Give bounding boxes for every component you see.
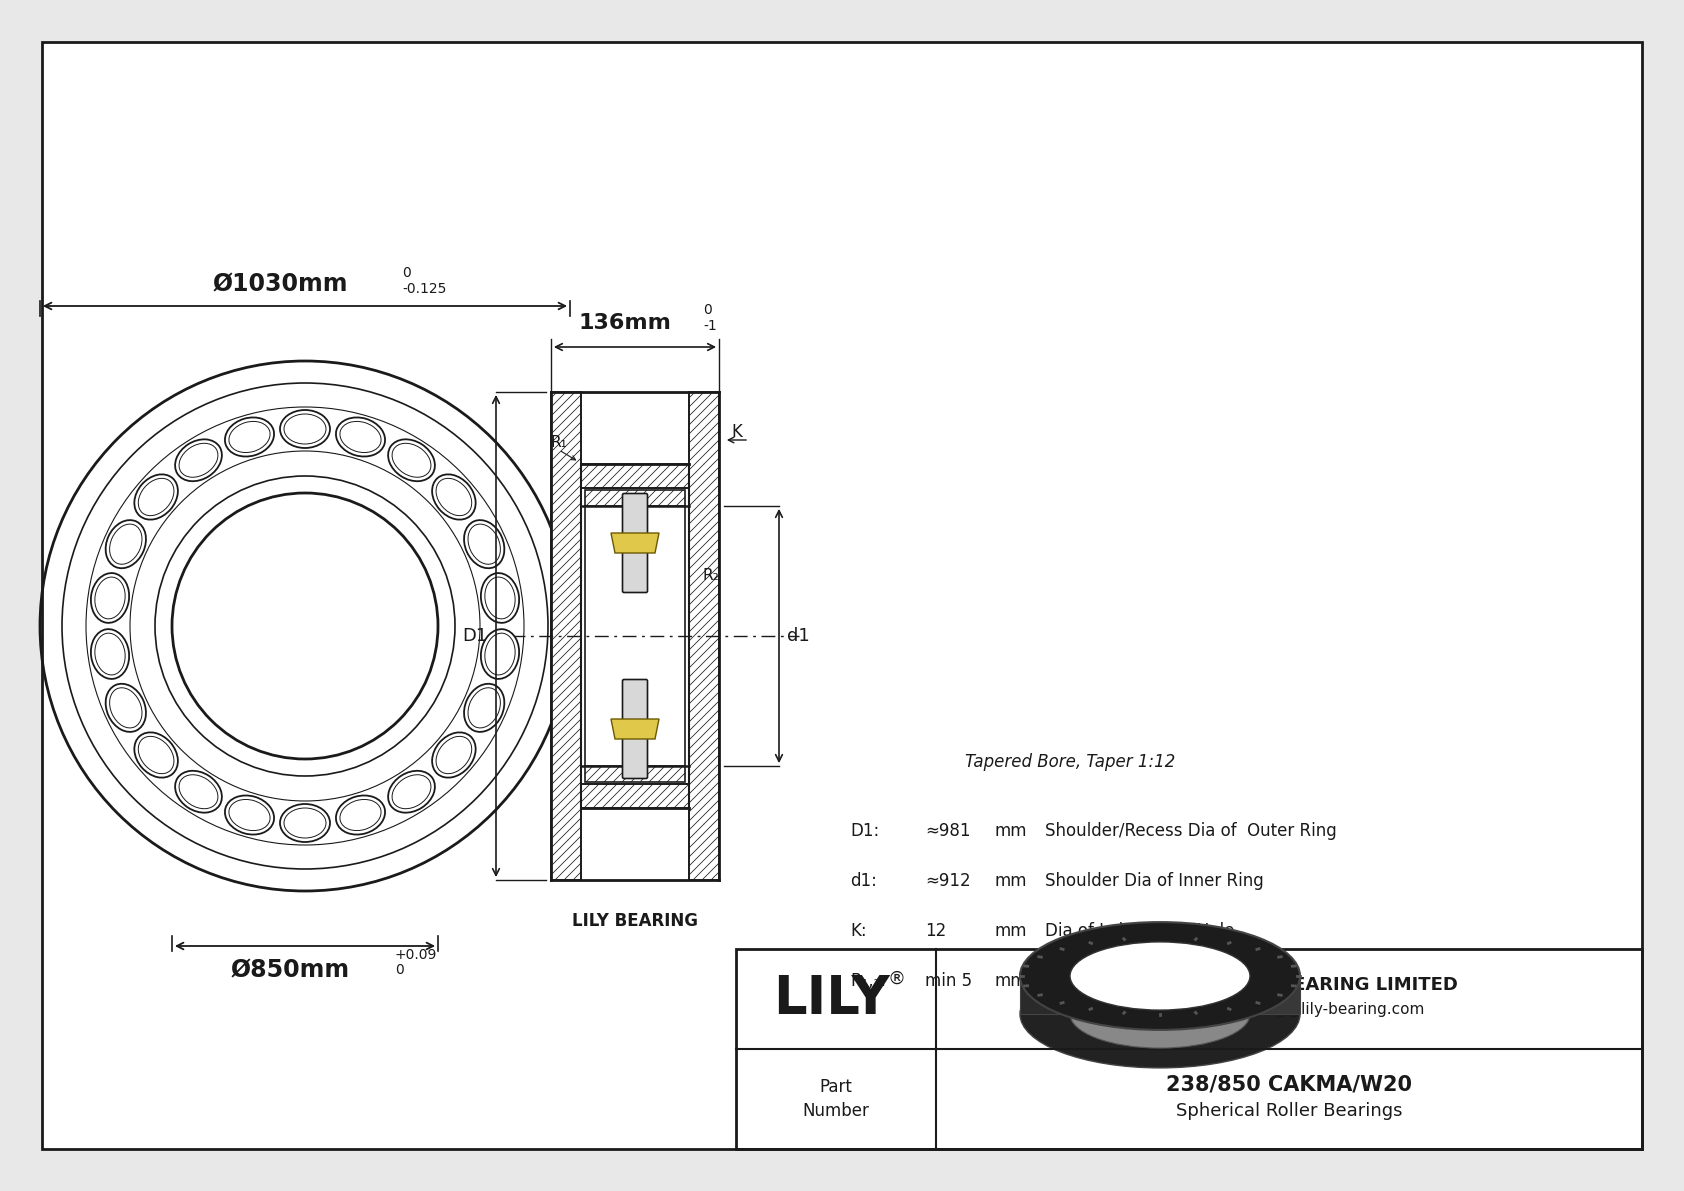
Text: 0: 0 <box>702 303 712 317</box>
Ellipse shape <box>106 684 147 732</box>
Ellipse shape <box>91 629 130 679</box>
Text: SHANGHAI LILY BEARING LIMITED: SHANGHAI LILY BEARING LIMITED <box>1120 975 1458 994</box>
Text: mm: mm <box>995 972 1027 990</box>
Ellipse shape <box>280 804 330 842</box>
Text: 136mm: 136mm <box>579 313 672 333</box>
Ellipse shape <box>1021 922 1300 1030</box>
Text: d1:: d1: <box>850 872 877 890</box>
Ellipse shape <box>280 410 330 448</box>
Ellipse shape <box>226 796 274 835</box>
Text: D1:: D1: <box>850 822 879 840</box>
Ellipse shape <box>91 573 130 623</box>
Text: K: K <box>731 423 743 441</box>
Text: R₁,₂:: R₁,₂: <box>850 972 886 990</box>
FancyBboxPatch shape <box>623 493 648 592</box>
Text: ®: ® <box>887 969 906 989</box>
Text: Email: lilybearing@lily-bearing.com: Email: lilybearing@lily-bearing.com <box>1154 1002 1425 1017</box>
Text: LILY: LILY <box>773 973 889 1025</box>
Text: min 5: min 5 <box>925 972 972 990</box>
Ellipse shape <box>175 771 222 812</box>
Text: Chamfer Dimension: Chamfer Dimension <box>1046 972 1211 990</box>
Bar <box>584 490 685 506</box>
Ellipse shape <box>106 520 147 568</box>
Text: 12: 12 <box>925 922 946 940</box>
Text: Part
Number: Part Number <box>803 1078 869 1121</box>
Ellipse shape <box>135 474 179 519</box>
Bar <box>689 392 719 880</box>
Text: mm: mm <box>995 872 1027 890</box>
Text: mm: mm <box>995 922 1027 940</box>
Text: -1: -1 <box>702 319 717 333</box>
Text: K:: K: <box>850 922 867 940</box>
Text: Ø850mm: Ø850mm <box>231 958 350 983</box>
Text: 238/850 CAKMA/W20: 238/850 CAKMA/W20 <box>1165 1075 1411 1095</box>
Ellipse shape <box>465 520 505 568</box>
Text: ≈912: ≈912 <box>925 872 970 890</box>
Ellipse shape <box>482 629 519 679</box>
Ellipse shape <box>433 732 475 778</box>
Ellipse shape <box>1069 942 1250 1010</box>
Text: d1: d1 <box>786 626 810 646</box>
Text: 0: 0 <box>396 964 404 977</box>
Text: +0.09: +0.09 <box>396 948 438 962</box>
Text: D1: D1 <box>463 626 488 646</box>
Text: 0: 0 <box>402 266 411 280</box>
Bar <box>551 392 581 880</box>
Bar <box>584 766 685 782</box>
Text: Dia of Lubrication Hole: Dia of Lubrication Hole <box>1046 922 1234 940</box>
Text: R₁: R₁ <box>551 435 568 450</box>
Bar <box>736 949 1642 1149</box>
Text: R₂: R₂ <box>702 568 719 584</box>
Text: ≈981: ≈981 <box>925 822 970 840</box>
Ellipse shape <box>387 771 434 812</box>
Ellipse shape <box>135 732 179 778</box>
Ellipse shape <box>1069 980 1250 1048</box>
Ellipse shape <box>335 417 386 456</box>
FancyBboxPatch shape <box>623 680 648 779</box>
Ellipse shape <box>433 474 475 519</box>
Polygon shape <box>611 719 658 738</box>
Polygon shape <box>611 534 658 553</box>
Polygon shape <box>1250 975 1300 1014</box>
Text: -0.125: -0.125 <box>402 282 446 297</box>
Text: Ø1030mm: Ø1030mm <box>212 272 349 297</box>
Text: Spherical Roller Bearings: Spherical Roller Bearings <box>1175 1102 1403 1120</box>
Ellipse shape <box>226 417 274 456</box>
Ellipse shape <box>387 439 434 481</box>
Bar <box>581 464 689 488</box>
Text: Shoulder/Recess Dia of  Outer Ring: Shoulder/Recess Dia of Outer Ring <box>1046 822 1337 840</box>
Text: LILY BEARING: LILY BEARING <box>573 912 697 930</box>
Ellipse shape <box>1021 960 1300 1068</box>
Text: Tapered Bore, Taper 1:12: Tapered Bore, Taper 1:12 <box>965 753 1175 771</box>
Polygon shape <box>1021 975 1069 1014</box>
Text: Shoulder Dia of Inner Ring: Shoulder Dia of Inner Ring <box>1046 872 1263 890</box>
Ellipse shape <box>175 439 222 481</box>
Ellipse shape <box>482 573 519 623</box>
Bar <box>581 784 689 807</box>
Ellipse shape <box>465 684 505 732</box>
Text: mm: mm <box>995 822 1027 840</box>
Ellipse shape <box>335 796 386 835</box>
